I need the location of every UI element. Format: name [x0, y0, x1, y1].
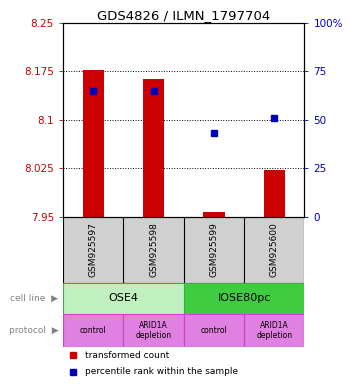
Bar [63, 314, 123, 347]
Text: ARID1A
depletion: ARID1A depletion [135, 321, 172, 340]
Text: control: control [80, 326, 106, 335]
Text: percentile rank within the sample: percentile rank within the sample [85, 367, 238, 376]
Text: GSM925597: GSM925597 [89, 223, 98, 278]
Text: GSM925600: GSM925600 [270, 223, 279, 278]
Text: transformed count: transformed count [85, 351, 169, 360]
Title: GDS4826 / ILMN_1797704: GDS4826 / ILMN_1797704 [97, 9, 270, 22]
Text: control: control [201, 326, 227, 335]
Text: GSM925599: GSM925599 [209, 223, 218, 278]
Text: IOSE80pc: IOSE80pc [217, 293, 271, 303]
Bar [184, 314, 244, 347]
Bar [264, 170, 285, 217]
Bar [143, 79, 164, 217]
Text: OSE4: OSE4 [108, 293, 138, 303]
Bar [83, 70, 104, 217]
Bar [123, 314, 184, 347]
Text: protocol  ▶: protocol ▶ [8, 326, 58, 335]
Text: ARID1A
depletion: ARID1A depletion [256, 321, 292, 340]
Text: GSM925598: GSM925598 [149, 223, 158, 278]
Text: cell line  ▶: cell line ▶ [10, 294, 58, 303]
Bar [244, 314, 304, 347]
Bar [63, 283, 184, 314]
Bar [184, 283, 304, 314]
Bar [203, 212, 224, 217]
